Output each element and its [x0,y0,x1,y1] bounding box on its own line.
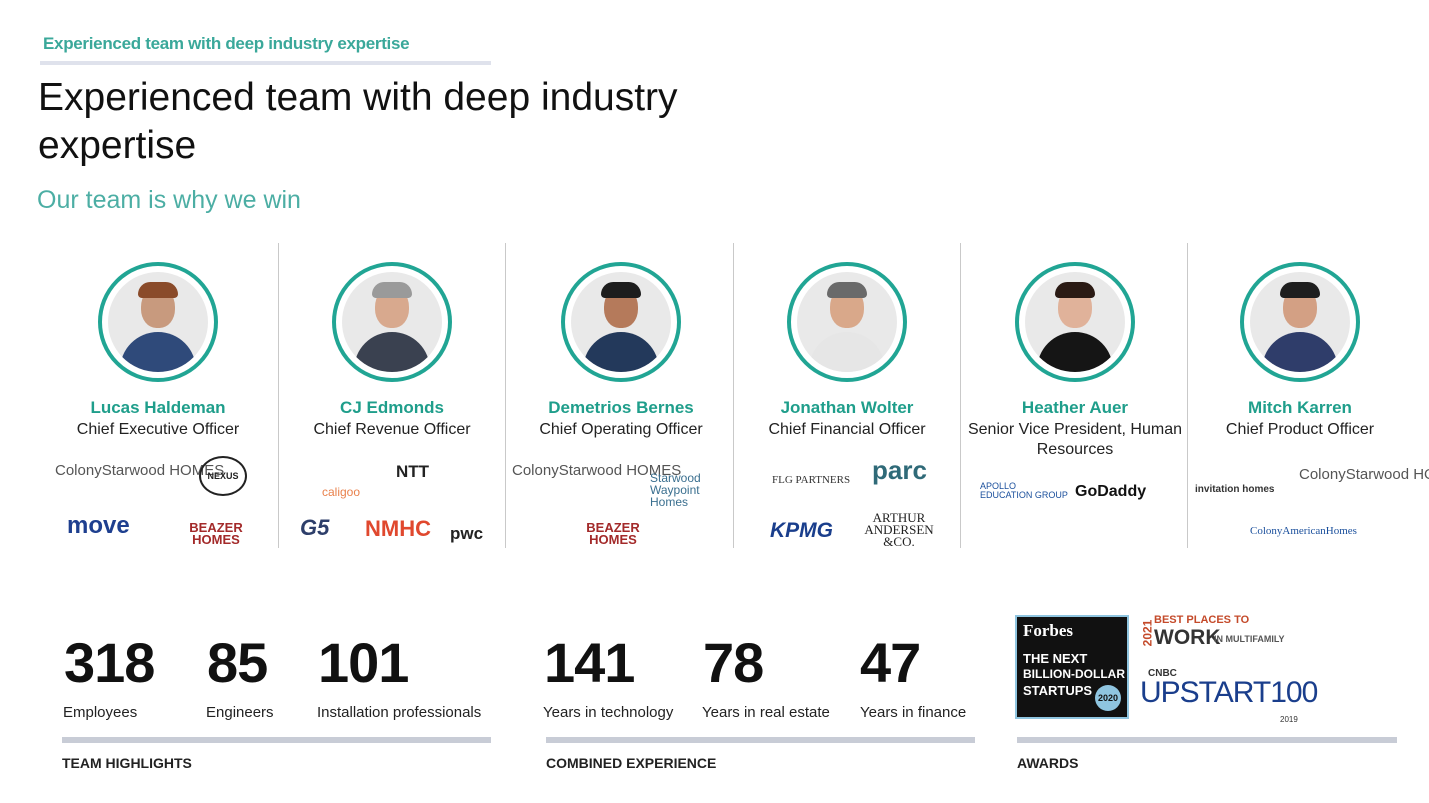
section-rule [62,737,491,743]
award-forbes: Forbes THE NEXT BILLION-DOLLAR STARTUPS … [1015,615,1129,719]
stat-technology-label: Years in technology [543,704,674,721]
member-role: Chief Revenue Officer [313,421,471,438]
page-subtitle: Our team is why we win [37,186,301,214]
avatar [1015,262,1135,382]
member-role: Senior Vice President, Human Resources [967,421,1183,458]
forbes-line2: BILLION-DOLLAR [1023,667,1125,681]
team-member-card: Heather Auer Senior Vice President, Huma… [962,262,1188,460]
bestplaces-text3: IN MULTIFAMILY [1214,634,1285,644]
bestplaces-text2: WORK [1154,626,1221,649]
cnbc-brand: CNBC [1148,668,1177,679]
logo-apollo: APOLLO EDUCATION GROUP [980,481,1068,500]
section-rule [1017,737,1397,743]
award-best-places: 2021 BEST PLACES TO WORK IN MULTIFAMILY [1140,612,1290,652]
column-divider [1187,243,1188,548]
section-label-awards: AWARDS [1017,755,1079,771]
logo-godaddy: GoDaddy [1075,483,1147,500]
member-name: Heather Auer [1021,398,1129,417]
team-member-card: Demetrios Bernes Chief Operating Officer [508,262,734,440]
section-label-experience: COMBINED EXPERIENCE [546,755,717,771]
column-divider [505,243,506,548]
team-member-card: Lucas Haldeman Chief Executive Officer [45,262,271,440]
logo-move: move [67,512,130,539]
logo-starwood-waypoint: Starwood Waypoint Homes [650,471,701,509]
avatar [332,262,452,382]
stat-finance-value: 47 [860,631,921,694]
stat-installers-label: Installation professionals [317,704,482,721]
member-name: Jonathan Wolter [780,398,914,417]
cnbc-year: 2019 [1280,715,1298,724]
avatar [561,262,681,382]
logo-caligoo: caligoo [322,485,361,499]
forbes-line1: THE NEXT [1023,651,1088,666]
avatar [1240,262,1360,382]
page-title: Experienced team with deep industry expe… [38,76,678,167]
avatar [787,262,907,382]
kicker-title: Experienced team with deep industry expe… [43,34,410,53]
stat-technology-value: 141 [544,631,635,694]
logo-colonystarwood: ColonyStarwood HOMES [55,462,225,479]
logo-colonystarwood: ColonyStarwood HOMES [512,462,682,479]
section-rule [546,737,975,743]
logo-nexus: NEXUS [199,456,247,496]
member-role: Chief Executive Officer [76,421,240,438]
column-divider [278,243,279,548]
logo-ntt: NTT [396,462,430,481]
avatar [98,262,218,382]
logo-beazer: BEAZER HOMES [586,520,640,547]
stat-finance-label: Years in finance [860,704,967,721]
member-name: CJ Edmonds [340,398,444,417]
column-divider [960,243,961,548]
logo-arthur-andersen: ARTHUR ANDERSEN &CO. [864,510,934,549]
logo-parc: parc [872,455,927,485]
team-member-card: Mitch Karren Chief Product Officer [1187,262,1413,440]
award-cnbc: CNBC UPSTART100 2019 [1140,668,1318,726]
stat-employees-value: 318 [64,631,155,694]
stat-employees-label: Employees [63,704,138,721]
team-member-card: CJ Edmonds Chief Revenue Officer [279,262,505,440]
forbes-brand: Forbes [1023,621,1074,640]
member-name: Lucas Haldeman [90,398,226,417]
member-role: Chief Operating Officer [539,421,703,438]
logo-kpmg: KPMG [770,519,833,542]
logo-colonystarwood: ColonyStarwood HOMES [1299,466,1429,483]
member-name: Mitch Karren [1248,398,1352,417]
logo-pwc: pwc [450,524,484,543]
logo-nmhc: NMHC [365,516,431,541]
stat-engineers-label: Engineers [206,704,274,721]
forbes-year-badge: 2020 [1095,685,1121,711]
team-member-card: Jonathan Wolter Chief Financial Officer [734,262,960,440]
column-divider [733,243,734,548]
logo-beazer: BEAZER HOMES [189,520,243,547]
stat-realestate-value: 78 [703,631,764,694]
logo-flg-partners: FLG PARTNERS [772,474,851,486]
bestplaces-year: 2021 [1140,619,1155,647]
kicker-underline [40,61,491,65]
logo-colony-american-homes: ColonyAmericanHomes [1250,525,1357,537]
bestplaces-text1: BEST PLACES TO [1154,614,1250,626]
stat-engineers-value: 85 [207,631,268,694]
logo-g5: G5 [300,515,330,540]
member-name: Demetrios Bernes [548,398,694,417]
cnbc-upstart: UPSTART100 [1140,676,1318,709]
member-role: Chief Product Officer [1225,421,1375,438]
member-role: Chief Financial Officer [768,421,926,438]
logo-invitation-homes: invitation homes [1195,484,1275,495]
stat-realestate-label: Years in real estate [702,704,830,721]
section-label-team: TEAM HIGHLIGHTS [62,755,192,771]
stat-installers-value: 101 [318,631,409,694]
forbes-line3: STARTUPS [1023,683,1093,698]
